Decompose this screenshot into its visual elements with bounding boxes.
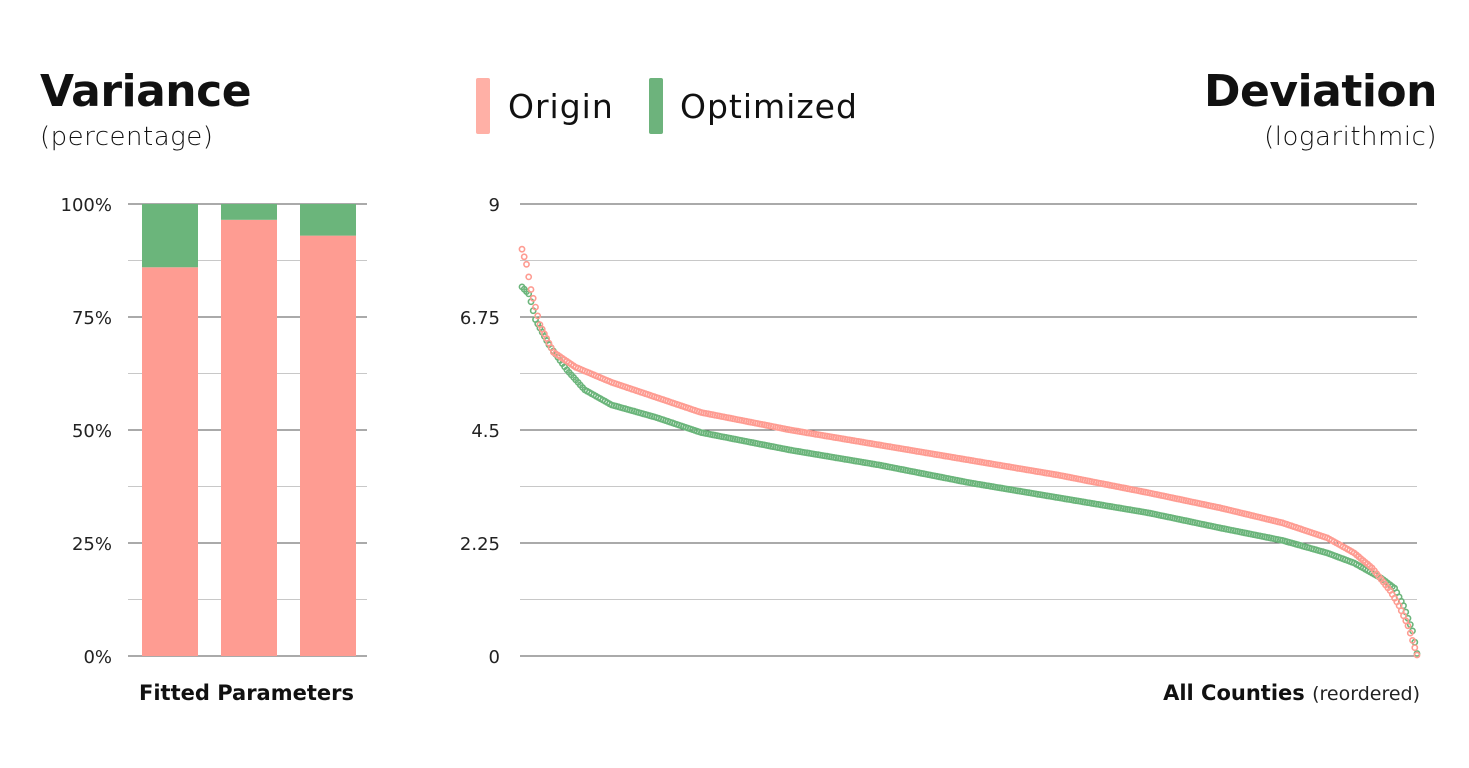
legend-swatch-optimized bbox=[649, 78, 663, 134]
y-tick-label: 25% bbox=[72, 534, 112, 555]
y-tick-label: 9 bbox=[489, 195, 500, 216]
point-origin bbox=[523, 260, 530, 268]
bar-optimized-2 bbox=[221, 204, 277, 220]
fitted-parameters-label: Fitted Parameters bbox=[139, 681, 354, 705]
point-origin bbox=[1411, 644, 1419, 652]
bar-origin-1 bbox=[142, 267, 198, 656]
legend: Origin Optimized bbox=[476, 78, 876, 138]
y-tick-label: 75% bbox=[72, 308, 112, 329]
point-origin bbox=[534, 312, 542, 320]
variance-subtitle: (percentage) bbox=[40, 122, 214, 152]
legend-swatch-origin bbox=[476, 78, 490, 134]
point-origin bbox=[532, 303, 539, 311]
bar-optimized-3 bbox=[300, 204, 356, 236]
point-origin bbox=[525, 273, 533, 281]
y-tick-label: 0 bbox=[489, 647, 500, 668]
y-tick-label: 50% bbox=[72, 421, 112, 442]
all-counties-text: All Counties bbox=[1163, 681, 1305, 705]
y-tick-label: 100% bbox=[61, 195, 112, 216]
legend-label-origin: Origin bbox=[508, 87, 614, 126]
deviation-scatter-chart: 0 2.25 4.5 6.75 9 bbox=[460, 195, 1421, 668]
deviation-title: Deviation bbox=[1204, 66, 1438, 117]
point-origin bbox=[529, 294, 537, 302]
point-origin bbox=[527, 286, 535, 293]
point-origin bbox=[1413, 651, 1421, 659]
y-tick-label: 2.25 bbox=[460, 534, 500, 555]
legend-label-optimized: Optimized bbox=[680, 87, 858, 126]
series-origin bbox=[518, 245, 1421, 659]
variance-title: Variance bbox=[40, 66, 252, 117]
y-tick-label: 0% bbox=[83, 647, 112, 668]
point-origin bbox=[520, 253, 528, 261]
all-counties-label: All Counties (reordered) bbox=[1163, 683, 1420, 704]
bar-origin-3 bbox=[300, 235, 356, 656]
point-origin bbox=[1404, 622, 1412, 630]
reordered-text: (reordered) bbox=[1312, 683, 1420, 705]
point-origin bbox=[1406, 629, 1414, 637]
bar-optimized-1 bbox=[142, 204, 198, 268]
variance-bar-chart: 0% 25% 50% 75% 100% bbox=[61, 195, 367, 668]
point-origin bbox=[518, 245, 526, 253]
point-origin bbox=[1409, 637, 1416, 644]
series-optimized bbox=[518, 283, 1421, 657]
bar-origin-2 bbox=[221, 219, 277, 656]
deviation-subtitle: (logarithmic) bbox=[1264, 122, 1437, 152]
y-tick-label: 6.75 bbox=[460, 308, 500, 329]
y-tick-label: 4.5 bbox=[471, 421, 500, 442]
